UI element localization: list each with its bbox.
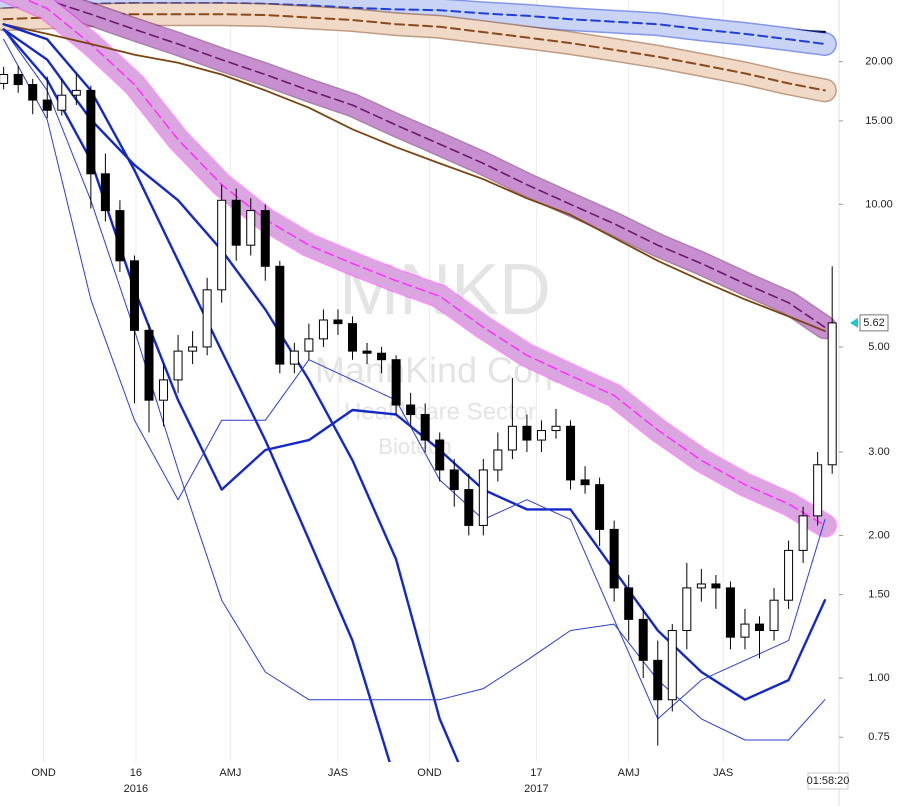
x-tick-label: 16 [130,767,142,779]
candle-body [449,469,459,491]
last-price-arrow [850,317,858,328]
candle-body [347,323,357,352]
candle-body [318,319,328,340]
candle-body [595,484,605,530]
candle-body [231,199,241,246]
candle-body [188,346,198,352]
y-tick-label: 0.75 [868,731,889,743]
candle-body [536,430,546,441]
candle-body [696,583,706,589]
countdown-box [807,772,849,790]
candle-body [798,515,808,551]
candle-body [478,469,488,526]
candle-body [129,260,139,331]
x-year-label: 2017 [524,783,548,795]
y-tick-label: 3.00 [868,446,889,458]
candle-body [246,210,256,246]
candle-body [667,630,677,701]
y-tick-label: 2.00 [868,529,889,541]
candle-body [377,352,387,361]
x-tick-label: AMJ [618,767,640,779]
last-price-label: 5.62 [863,317,884,329]
candle-body [493,449,503,471]
candle-body [609,528,619,589]
last-price-box [859,314,889,332]
candle-body [769,599,779,632]
candle-body [57,94,67,111]
x-tick-label: 17 [530,767,542,779]
candle-body [711,583,721,589]
candle-body [275,265,285,365]
indicator-line [3,28,826,741]
candle-body [755,623,765,632]
candle-body [159,379,169,401]
candle-body [551,425,561,432]
y-tick-label: 1.50 [868,589,889,601]
x-tick-label: JAS [713,767,733,779]
x-tick-label: AMJ [219,767,241,779]
candle-body [333,319,343,325]
band-center-line [2,13,826,92]
candle-body [464,489,474,526]
candle-body [144,329,154,401]
candle-body [100,173,110,212]
indicator-line [2,23,826,332]
indicator-line [2,28,460,762]
candle-body [522,425,532,441]
candle-body [202,289,212,348]
band-center-line [25,0,826,527]
candle-body [0,73,9,84]
x-tick-label: JAS [328,767,348,779]
band-center-line [44,0,826,329]
y-tick-label: 10.00 [865,198,893,210]
candle-body [86,89,96,175]
candle-body [420,414,430,441]
x-tick-label: OND [31,767,56,779]
candle-body [115,210,125,262]
candle-body [624,587,634,620]
candle-body [173,350,183,381]
candle-body [71,89,81,96]
candle-body [435,439,445,471]
candle-body [42,99,52,111]
candle-body [827,322,837,466]
candle-body [507,425,517,451]
plot-area [0,0,837,762]
candle-body [28,84,38,101]
countdown: 01:58:20 [807,775,850,787]
candle-body [362,350,372,354]
candle-body [580,479,590,486]
candle-body [638,618,648,661]
candle-body [289,350,299,365]
candle-body [217,199,227,291]
candle-body [391,359,401,406]
y-tick-label: 1.00 [868,672,889,684]
y-tick-label: 20.00 [865,56,893,68]
indicator-line [3,38,826,720]
band-center-line [2,2,826,45]
candle-body [13,73,23,86]
x-year-label: 2016 [124,783,148,795]
candle-body [784,549,794,601]
indicator-line [2,28,827,701]
axes: OND 16 AMJ JAS OND 17 AMJ JAS 2016 2017 0.75 1.00 1.… [31,56,892,795]
candle-body [260,210,270,267]
y-tick-label: 15.00 [865,115,893,127]
y-tick-label: 5.00 [868,341,889,353]
candle-body [682,587,692,632]
candle-body [406,404,416,416]
x-tick-label: OND [417,767,442,779]
candle-body [653,659,663,701]
candle-body [813,464,823,517]
candle-body [304,338,314,352]
indicator-line [2,23,391,762]
candle-body [740,623,750,638]
candle-body [566,425,576,481]
candle-body [725,587,735,638]
